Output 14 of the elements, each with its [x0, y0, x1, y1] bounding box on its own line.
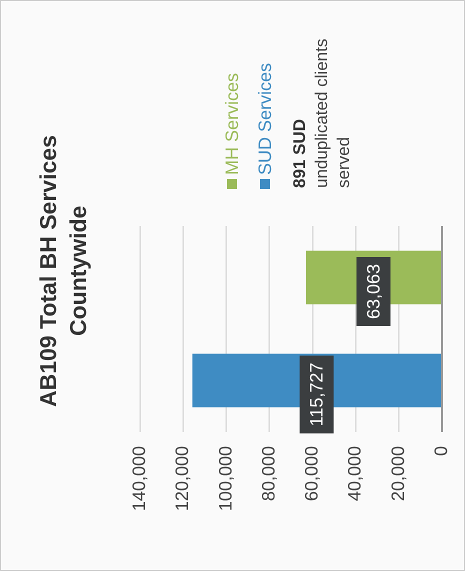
data-label: 115,727 — [306, 362, 327, 426]
x-tick-label: 40,000 — [344, 446, 365, 502]
x-tick-label: 0 — [430, 446, 451, 456]
data-label: 63,063 — [363, 264, 384, 320]
x-tick-label: 20,000 — [388, 446, 408, 502]
text: AB109 Total BH Services Countywide — [34, 134, 92, 409]
text: MH Services — [222, 72, 242, 175]
x-tick-label: 80,000 — [258, 446, 278, 502]
x-tick-label: 140,000 — [128, 446, 149, 512]
x-tick-label: 100,000 — [215, 446, 236, 512]
text: 891 SUD unduplicated clients served — [289, 38, 354, 188]
x-tick-label: 120,000 — [172, 446, 192, 512]
x-tick-label: 60,000 — [302, 446, 322, 502]
text: SUD Services — [254, 62, 275, 175]
